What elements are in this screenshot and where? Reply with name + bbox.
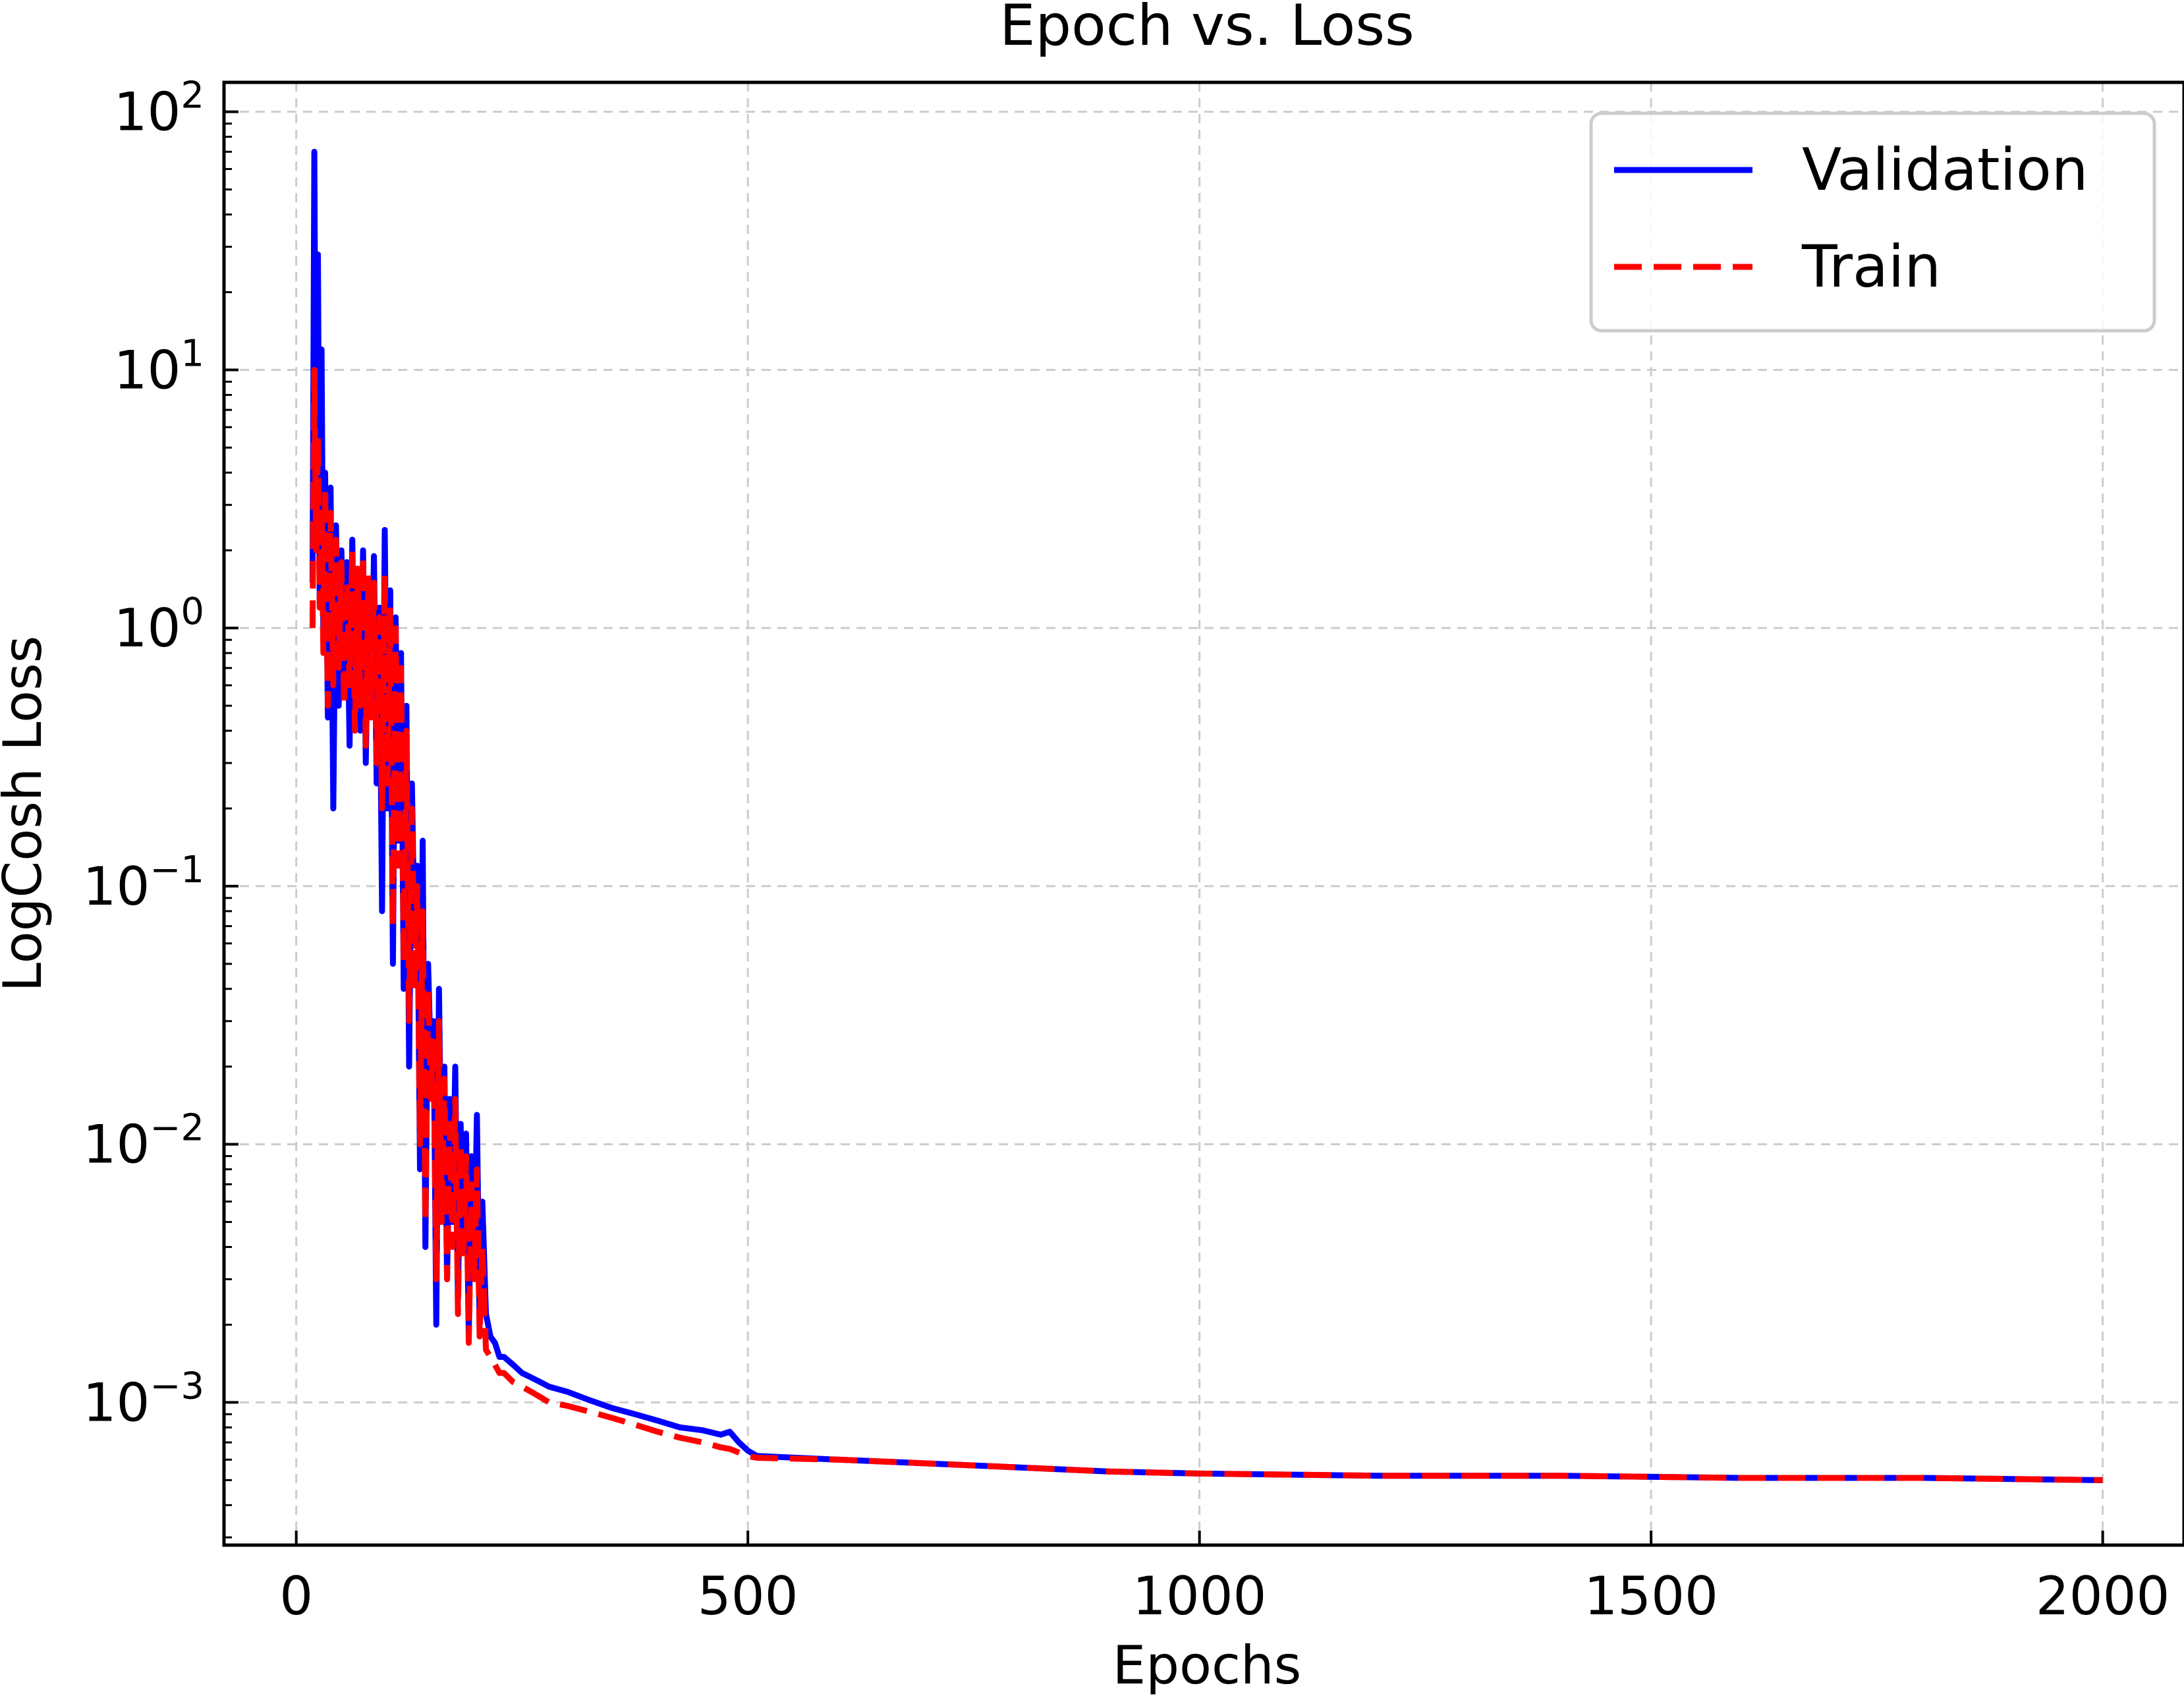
- x-tick-label: 1000: [1133, 1566, 1267, 1627]
- x-tick-label: 2000: [2036, 1566, 2170, 1627]
- series-line-validation: [309, 148, 2103, 1483]
- x-tick-label: 0: [279, 1566, 313, 1627]
- plot-frame: [222, 80, 2184, 1547]
- x-axis-label: Epochs: [1113, 1635, 1302, 1696]
- chart-title: Epoch vs. Loss: [999, 0, 1414, 59]
- legend: Validation Train: [1589, 111, 2156, 333]
- legend-label-train: Train: [1801, 233, 1941, 300]
- y-axis-label: LogCosh Loss: [0, 636, 53, 992]
- y-tick-label: 10−3: [83, 1365, 204, 1433]
- series-line-train: [309, 366, 2103, 1483]
- y-tick-label: 10−2: [83, 1107, 204, 1175]
- series-layer: [309, 148, 2103, 1483]
- legend-label-validation: Validation: [1802, 136, 2088, 204]
- y-tick-label: 101: [114, 332, 204, 401]
- x-tick-label: 1500: [1584, 1566, 1718, 1627]
- y-tick-label: 10−1: [83, 849, 204, 917]
- y-tick-label: 100: [114, 590, 204, 659]
- y-tick-label: 102: [114, 74, 204, 143]
- axis-ticks: 0 500 1000 1500 2000 102 101 100 10−1 10−2 10−3: [83, 74, 2170, 1627]
- x-tick-label: 500: [698, 1566, 798, 1627]
